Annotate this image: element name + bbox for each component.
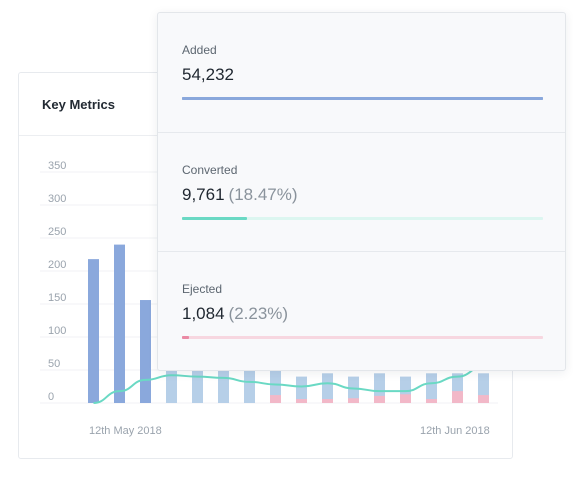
y-tick-label: 250 xyxy=(48,226,66,238)
bar-added[interactable] xyxy=(270,370,281,403)
metric-number: 1,084 xyxy=(182,304,225,323)
metric-percent: (18.47%) xyxy=(228,185,298,204)
bar-ejected[interactable] xyxy=(452,391,463,403)
bar-added[interactable] xyxy=(322,373,333,403)
metric-progress-fill xyxy=(182,336,190,339)
bar-added[interactable] xyxy=(478,373,489,403)
metric-added[interactable]: Added 54,232 xyxy=(158,13,565,132)
bar-added[interactable] xyxy=(166,343,177,403)
card-title: Key Metrics xyxy=(42,97,115,112)
metrics-panel: Added 54,232 Converted 9,761 (18.47%) Eje… xyxy=(157,12,566,371)
metric-progress-track xyxy=(182,336,543,339)
bar-ejected[interactable] xyxy=(478,395,489,403)
bar-ejected[interactable] xyxy=(374,395,385,403)
bar-ejected[interactable] xyxy=(296,399,307,403)
metric-converted[interactable]: Converted 9,761 (18.47%) xyxy=(158,132,565,251)
metric-label: Converted xyxy=(182,163,238,177)
metric-value: 1,084 (2.23%) xyxy=(182,304,288,324)
bar-added[interactable] xyxy=(348,376,359,403)
metric-progress-track xyxy=(182,217,543,220)
bar-added[interactable] xyxy=(88,259,99,403)
y-tick-label: 350 xyxy=(48,160,66,172)
y-tick-label: 100 xyxy=(48,325,66,337)
bar-ejected[interactable] xyxy=(426,399,437,403)
metric-progress-fill xyxy=(182,217,247,220)
bar-added[interactable] xyxy=(114,244,125,403)
y-tick-label: 50 xyxy=(48,358,60,370)
bar-added[interactable] xyxy=(296,376,307,403)
y-tick-label: 150 xyxy=(48,292,66,304)
y-tick-label: 300 xyxy=(48,193,66,205)
metric-number: 9,761 xyxy=(182,185,225,204)
metric-percent: (2.23%) xyxy=(228,304,289,323)
bar-ejected[interactable] xyxy=(322,399,333,403)
x-label-start: 12th May 2018 xyxy=(89,425,162,437)
bar-added[interactable] xyxy=(426,373,437,403)
bar-ejected[interactable] xyxy=(270,395,281,403)
metric-number: 54,232 xyxy=(182,65,234,84)
metric-progress-fill xyxy=(182,97,543,100)
metric-value: 9,761 (18.47%) xyxy=(182,185,298,205)
bar-added[interactable] xyxy=(400,376,411,403)
bar-added[interactable] xyxy=(374,373,385,403)
y-tick-label: 0 xyxy=(48,391,54,403)
metric-progress-track xyxy=(182,97,543,100)
bar-added[interactable] xyxy=(452,373,463,403)
metric-label: Ejected xyxy=(182,282,223,296)
x-label-end: 12th Jun 2018 xyxy=(420,425,490,437)
metric-label: Added xyxy=(182,43,217,57)
bar-added[interactable] xyxy=(140,300,151,403)
y-tick-label: 200 xyxy=(48,259,66,271)
metric-value: 54,232 xyxy=(182,65,234,85)
metric-ejected[interactable]: Ejected 1,084 (2.23%) xyxy=(158,251,565,370)
bar-ejected[interactable] xyxy=(400,394,411,403)
bar-added[interactable] xyxy=(218,356,229,403)
trend-line xyxy=(93,365,484,404)
bar-ejected[interactable] xyxy=(348,398,359,403)
